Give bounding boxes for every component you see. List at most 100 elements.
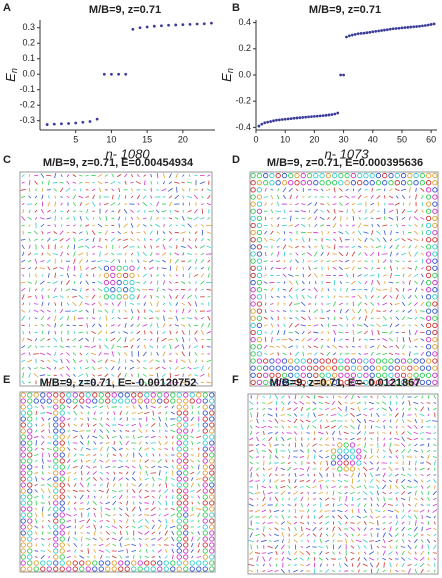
field-glyph (151, 524, 155, 530)
field-glyph (20, 446, 26, 452)
field-glyph (183, 542, 189, 548)
field-glyph (91, 230, 96, 235)
field-glyph (99, 531, 103, 535)
field-glyph (132, 471, 136, 475)
field-glyph (358, 210, 362, 213)
field-glyph (264, 302, 267, 306)
field-glyph (207, 373, 210, 378)
field-glyph (159, 422, 161, 428)
field-glyph (345, 315, 349, 321)
field-glyph (289, 317, 293, 319)
field-glyph (318, 479, 324, 483)
field-glyph (407, 358, 413, 364)
field-glyph (40, 404, 45, 410)
field-glyph (332, 203, 337, 206)
field-glyph (209, 548, 215, 554)
field-glyph (162, 274, 166, 277)
field-glyph (124, 323, 127, 328)
field-glyph (47, 519, 51, 523)
field-glyph (321, 302, 323, 306)
field-glyph (59, 488, 65, 494)
field-glyph (395, 551, 399, 555)
field-glyph (22, 372, 25, 379)
field-glyph (187, 301, 192, 307)
field-glyph (344, 533, 349, 537)
field-glyph (189, 398, 195, 404)
field-glyph (73, 373, 76, 377)
field-glyph (394, 365, 400, 371)
field-glyph (363, 224, 369, 227)
field-frame (19, 171, 213, 387)
field-glyph (248, 564, 254, 566)
field-glyph (176, 554, 182, 560)
field-glyph (300, 372, 306, 378)
field-glyph (106, 519, 110, 523)
field-glyph (149, 323, 153, 328)
field-glyph (66, 365, 70, 371)
field-glyph (294, 323, 300, 328)
field-glyph (263, 260, 268, 262)
field-glyph (78, 258, 83, 264)
field-glyph (281, 503, 285, 507)
field-glyph (59, 560, 65, 566)
field-glyph (330, 454, 337, 460)
field-glyph (176, 518, 182, 524)
field-glyph (250, 265, 256, 271)
field-glyph (199, 245, 205, 249)
field-glyph (54, 366, 57, 370)
field-glyph (356, 448, 362, 454)
field-glyph (299, 419, 304, 423)
field-glyph (281, 180, 288, 186)
field-glyph (144, 555, 149, 559)
field-glyph (344, 379, 350, 386)
field-glyph (363, 521, 367, 525)
field-glyph (356, 521, 361, 525)
field-glyph (254, 509, 261, 513)
field-glyph (432, 315, 438, 321)
field-glyph (53, 470, 59, 476)
field-glyph (370, 448, 373, 454)
y-tick-label: 0.0 (238, 69, 251, 79)
field-glyph (92, 237, 95, 243)
field-glyph (413, 358, 419, 364)
data-point (362, 31, 366, 35)
field-glyph (337, 460, 343, 466)
field-glyph (264, 188, 267, 192)
data-point (275, 118, 278, 122)
data-point (324, 113, 328, 117)
field-glyph (287, 419, 291, 423)
field-glyph (202, 530, 208, 536)
field-glyph (59, 518, 65, 524)
field-glyph (42, 531, 44, 535)
field-glyph (420, 550, 424, 556)
field-glyph (293, 468, 298, 470)
y-tick-label: -0.3 (19, 115, 35, 125)
field-glyph (47, 488, 51, 494)
field-glyph (344, 563, 349, 567)
field-glyph (256, 258, 263, 264)
field-glyph (176, 470, 182, 476)
field-glyph (256, 394, 259, 400)
field-glyph (364, 267, 368, 270)
field-glyph (53, 518, 59, 524)
field-glyph (111, 537, 117, 541)
field-glyph (363, 372, 369, 378)
field-glyph (163, 359, 165, 363)
field-glyph (125, 430, 130, 432)
field-glyph (170, 560, 176, 566)
field-glyph (305, 527, 311, 531)
field-glyph (161, 267, 167, 270)
field-glyph (20, 416, 26, 422)
field-glyph (414, 413, 417, 417)
field-glyph (130, 323, 134, 327)
field-glyph (376, 189, 381, 191)
field-glyph (92, 560, 98, 566)
field-glyph (312, 485, 317, 489)
field-glyph (161, 252, 167, 256)
field-glyph (99, 405, 103, 409)
field-glyph (143, 174, 147, 177)
field-glyph (256, 215, 263, 222)
field-glyph (384, 216, 386, 221)
field-glyph (143, 302, 146, 306)
field-glyph (169, 265, 172, 271)
